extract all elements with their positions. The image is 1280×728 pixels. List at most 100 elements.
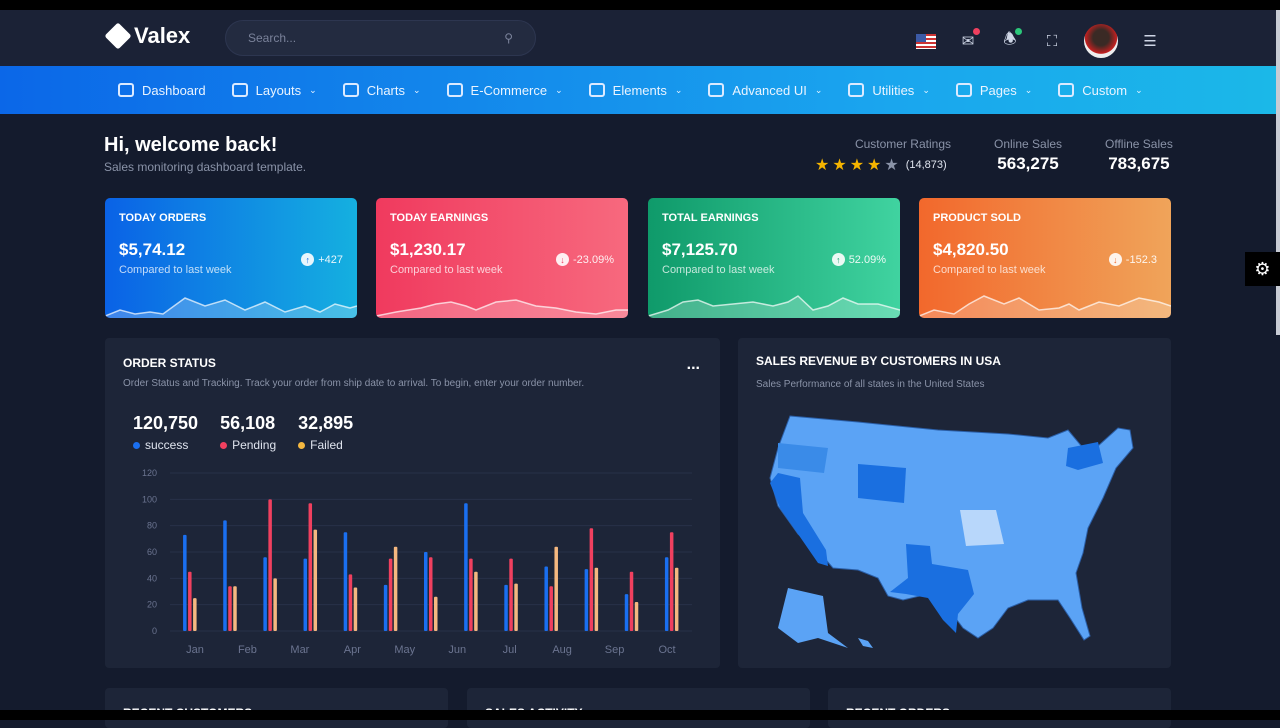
bottom-strip [0,710,1280,720]
bar-failed [674,567,679,631]
nav-item-charts[interactable]: Charts ⌄ [342,82,421,98]
bar-failed [554,546,558,631]
legend-value: 32,895 [298,413,354,433]
bar-pending [228,586,232,631]
order-status-subtitle: Order Status and Tracking. Track your or… [123,378,585,389]
y-tick-label: 80 [147,521,157,531]
menu-icon[interactable]: ☰ [1143,33,1157,50]
bell-icon[interactable]: 🕭 [1000,28,1022,51]
legend-failed: 32,895 Failed [298,413,353,452]
nav-label: E-Commerce [470,82,548,98]
sales-map-panel: SALES REVENUE BY CUSTOMERS IN USA Sales … [738,338,1171,668]
bar-success [183,534,187,631]
scrollbar[interactable] [1276,10,1280,335]
nav-item-utilities[interactable]: Utilities ⌄ [848,82,930,98]
x-tick-label: Mar [290,644,309,656]
chevron-down-icon: ⌄ [1135,84,1143,95]
nav-item-pages[interactable]: Pages ⌄ [955,83,1033,98]
nav-label: Utilities [872,82,915,98]
x-tick-label: Apr [344,644,361,656]
card-title: TODAY EARNINGS [390,212,489,224]
nav-item-layouts[interactable]: Layouts ⌄ [231,83,317,98]
bar-failed [393,546,398,631]
arrow-up-circle-icon: ↑ [301,253,315,266]
basket-icon [446,83,463,97]
bottom-panel: RECENT ORDERS [828,688,1171,728]
logo[interactable]: Valex [104,22,190,50]
chevron-down-icon: ⌄ [1024,84,1033,95]
card-value: $5,74.12 [119,240,186,259]
nav-item-elements[interactable]: Elements ⌄ [588,82,682,98]
nav-item-custom[interactable]: Custom ⌄ [1058,83,1143,98]
dashboard-icon [118,83,134,97]
card-subtitle: Compared to last week [662,264,775,276]
online-sales-value: 563,275 [997,154,1059,173]
lock-icon [1058,83,1075,97]
usa-map[interactable] [738,338,1171,668]
bar-success [584,569,589,631]
legend-label: success [145,438,189,452]
x-tick-label: Feb [238,644,257,656]
order-status-chart: 0 20 40 60 80 100 120 Jan Feb Mar Apr May Jun Jul Aug S… [142,468,692,656]
welcome: Hi, welcome back! Sales monitoring dashb… [104,134,306,174]
online-sales-label: Online Sales [994,137,1063,151]
offline-sales-value: 783,675 [1108,154,1170,173]
card-change-value: -152.3 [1125,253,1157,266]
nav-item-e-commerce[interactable]: E-Commerce ⌄ [446,82,563,98]
stat-card-today-earnings[interactable]: TODAY EARNINGS $1,230.17 Compared to last … [376,198,628,318]
order-status-title: ORDER STATUS [123,356,216,370]
nav-label: Charts [366,82,405,98]
stat-card-today-orders[interactable]: TODAY ORDERS $5,74.12 Compared to last wee… [105,198,357,318]
chevron-down-icon: ⌄ [555,84,563,95]
legend-success: 120,750 success [133,413,198,452]
legend-label: Pending [232,438,277,452]
bar-failed [353,587,358,631]
chevron-down-icon: ⌄ [309,84,317,95]
bar-pending [348,574,353,631]
us-flag-icon[interactable] [916,31,936,51]
nav-item-advanced-ui[interactable]: Advanced UI ⌄ [708,83,822,98]
chevron-down-icon: ⌄ [814,84,823,95]
nav-label: Elements [612,82,667,98]
x-tick-label: Jan [186,644,204,656]
mail-icon[interactable]: ✉ [958,28,980,51]
main-nav: Dashboard Layouts ⌄ Charts ⌄ E-Commerce ⌄ Eleme… [0,66,1276,114]
logo-icon [104,22,132,50]
settings-gear-icon[interactable]: ⚙ [1245,252,1280,286]
card-title: PRODUCT SOLD [933,212,1021,224]
fullscreen-icon[interactable]: ⛶ [1046,32,1058,50]
card-change: ↑ +427 [301,253,343,266]
legend-dot [133,441,140,449]
x-tick-label: Jul [503,644,517,656]
bar-success [303,558,308,631]
avatar[interactable] [1084,24,1118,58]
star-icon: ★ [832,157,847,174]
bar-failed [594,567,599,631]
layouts-icon [231,83,248,97]
search-placeholder: Search... [248,31,297,45]
stat-card-product-sold[interactable]: PRODUCT SOLD $4,820.50 Compared to last we… [919,198,1171,318]
map-state-california [770,473,828,566]
card-subtitle: Compared to last week [119,264,232,276]
page-title: Hi, welcome back! [104,134,278,156]
search-input[interactable]: Search... ⚲ [225,20,536,56]
x-tick-label: Sep [605,644,625,656]
chevron-down-icon: ⌄ [922,84,930,95]
bottom-panel: SALES ACTIVITY [467,688,810,728]
legend-value: 56,108 [220,413,276,433]
nav-item-dashboard[interactable]: Dashboard [118,83,206,98]
bar-success [624,594,629,631]
bar-success [504,584,508,631]
map-state-oregon [778,443,828,473]
customer-ratings: Customer Ratings ★ ★ ★ ★ ★ (14,873) [815,137,951,175]
search-icon[interactable]: ⚲ [504,31,513,45]
ratings-label: Customer Ratings [854,137,951,151]
more-options-button[interactable]: ... [686,356,700,373]
bar-success [544,566,548,631]
bar-pending [509,558,513,631]
bar-failed [313,529,318,631]
card-change-value: 52.09% [848,253,886,266]
ratings-count: (14,873) [905,159,947,171]
map-state-new-york [1066,442,1103,470]
stat-card-total-earnings[interactable]: TOTAL EARNINGS $7,125.70 Compared to last … [648,198,900,318]
